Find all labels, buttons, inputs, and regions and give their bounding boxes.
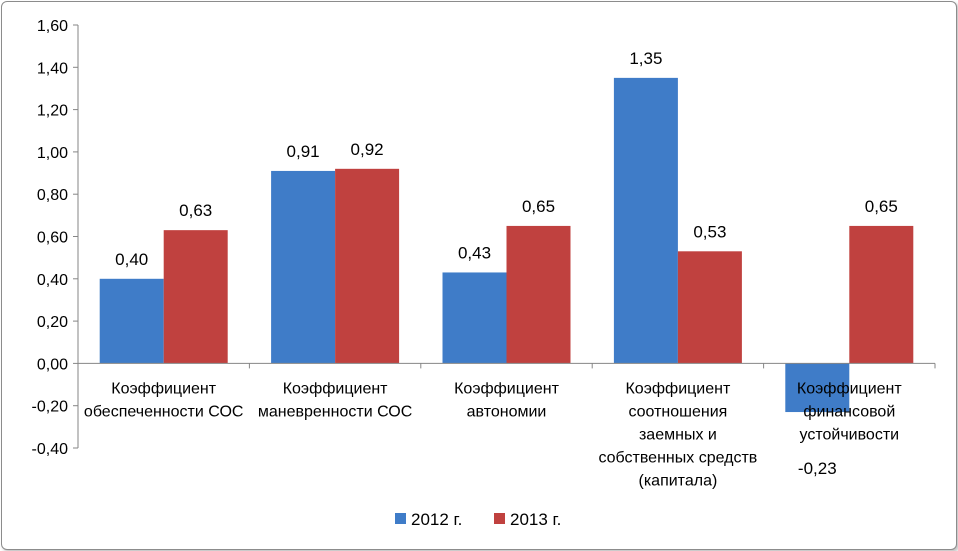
legend-swatch-2013 [494, 513, 505, 524]
y-tick-label: 0,40 [37, 272, 68, 289]
y-tick-label: 0,80 [37, 187, 68, 204]
y-tick-label: 1,40 [37, 60, 68, 77]
y-tick-label: 1,20 [37, 103, 68, 120]
data-label: 1,35 [629, 49, 662, 68]
bar-2013 [163, 230, 228, 364]
category-label: (капитала) [639, 472, 718, 489]
data-labels: 0,40 0,91 0,43 1,35 -0,23 0,63 0,92 0,65 0,53 0,6… [115, 49, 898, 478]
data-label: -0,23 [798, 459, 837, 478]
legend-label: 2013 г. [510, 510, 561, 529]
y-tick-label: 0,20 [37, 314, 68, 331]
y-tick-label: -0,40 [32, 441, 69, 458]
category-label: финансовой [803, 403, 895, 420]
data-label: 0,65 [522, 197, 555, 216]
data-label: 0,91 [287, 142, 320, 161]
data-label: 0,43 [458, 243, 491, 262]
category-label: Коэффициент [454, 380, 559, 397]
bar-2012 [442, 272, 507, 364]
data-label: 0,65 [865, 197, 898, 216]
category-label: Коэффициент [283, 380, 388, 397]
y-axis: 1,60 1,40 1,20 1,00 0,80 0,60 0,40 0,20 0,00 -0,2… [32, 18, 79, 458]
bars [99, 77, 914, 413]
bar-2012 [613, 77, 678, 364]
category-label: маневренности СОС [258, 403, 412, 420]
y-tick-label: 0,00 [37, 356, 68, 373]
category-label: Коэффициент [625, 380, 730, 397]
y-tick-label: 1,60 [37, 18, 68, 35]
bar-2013 [335, 168, 400, 364]
bar-2013 [849, 225, 914, 364]
category-label: собственных средств [598, 449, 757, 466]
category-label: обеспеченности СОС [84, 403, 244, 420]
bar-2013 [506, 225, 571, 364]
legend-label: 2012 г. [411, 510, 462, 529]
legend: 2012 г. 2013 г. [395, 510, 561, 529]
data-label: 0,40 [115, 250, 148, 269]
category-labels: Коэффициент обеспеченности СОС Коэффициент… [84, 380, 902, 489]
x-axis [77, 362, 936, 369]
category-label: Коэффициент [797, 380, 902, 397]
category-label: Коэффициент [111, 380, 216, 397]
category-label: соотношения [628, 403, 727, 420]
bar-2013 [677, 251, 742, 364]
category-label: устойчивости [800, 426, 900, 443]
bar-2012 [271, 170, 336, 364]
y-tick-label: -0,20 [32, 399, 69, 416]
category-label: автономии [467, 403, 547, 420]
data-label: 0,92 [351, 140, 384, 159]
category-label: заемных и [639, 426, 717, 443]
bar-2012 [99, 278, 164, 364]
data-label: 0,63 [179, 201, 212, 220]
y-tick-label: 1,00 [37, 145, 68, 162]
legend-swatch-2012 [395, 513, 406, 524]
bar-2012 [785, 363, 850, 413]
data-label: 0,53 [693, 222, 726, 241]
y-tick-label: 0,60 [37, 230, 68, 247]
